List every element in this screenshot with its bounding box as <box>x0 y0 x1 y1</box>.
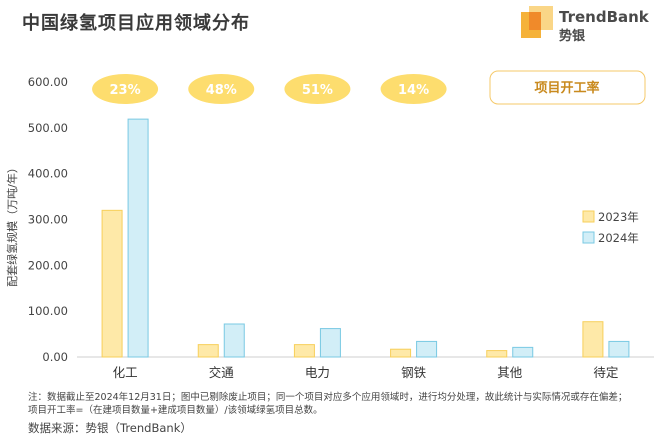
trendbank-logo-icon <box>521 6 553 38</box>
rate-legend-label: 项目开工率 <box>534 80 599 96</box>
rate-label: 48% <box>206 83 237 98</box>
footnote-line-1: 注：数据截止至2024年12月31日；图中已剔除废止项目；同一个项目对应多个应用… <box>28 392 628 403</box>
x-tick-label: 化工 <box>113 365 138 380</box>
chart-title: 中国绿氢项目应用领域分布 <box>22 13 250 34</box>
y-tick-label: 0.00 <box>42 350 68 364</box>
x-tick-label: 交通 <box>209 365 235 380</box>
bar-2024年-待定 <box>608 340 630 358</box>
bar-2023年-化工 <box>101 209 123 358</box>
brand-logo: TrendBank 势银 <box>521 6 657 44</box>
bar-2023年-待定 <box>582 321 604 358</box>
rate-bubble <box>188 74 255 104</box>
y-tick-label: 200.00 <box>28 258 68 272</box>
x-tick-label: 电力 <box>305 365 330 380</box>
x-tick-label: 其他 <box>497 365 523 380</box>
logo-brand-text: TrendBank <box>559 8 649 26</box>
bar-2023年-交通 <box>197 344 219 358</box>
logo-brand-cn-text: 势银 <box>559 29 586 44</box>
data-source: 数据来源：势银（TrendBank） <box>28 421 192 435</box>
rate-bubble <box>92 74 159 104</box>
rate-label: 14% <box>398 83 429 98</box>
y-tick-label: 500.00 <box>28 121 68 135</box>
legend-label: 2024年 <box>598 231 639 245</box>
x-tick-label: 钢铁 <box>401 365 427 380</box>
rate-label: 51% <box>302 83 333 98</box>
bar-2024年-钢铁 <box>416 340 438 358</box>
bar-2023年-电力 <box>293 344 315 358</box>
y-tick-label: 600.00 <box>28 75 68 89</box>
bar-2024年-交通 <box>223 323 245 358</box>
legend-label: 2023年 <box>598 210 639 224</box>
bar-2024年-电力 <box>319 328 341 358</box>
bar-2024年-化工 <box>127 118 149 358</box>
y-tick-label: 300.00 <box>28 213 68 227</box>
bar-2024年-其他 <box>512 346 534 358</box>
y-tick-label: 100.00 <box>28 304 68 318</box>
footnote-line-2: 项目开工率=（在建项目数量+建成项目数量）/该领域绿氢项目总数。 <box>28 405 323 416</box>
rate-bubble <box>284 74 351 104</box>
rate-label: 23% <box>110 83 141 98</box>
x-tick-label: 待定 <box>593 365 618 380</box>
y-tick-label: 400.00 <box>28 167 68 181</box>
bar-2023年-钢铁 <box>390 348 412 358</box>
legend-swatch-2024年 <box>582 231 595 244</box>
bar-2023年-其他 <box>486 350 508 358</box>
rate-legend-box <box>489 70 646 105</box>
rate-bubble <box>380 74 447 104</box>
legend-swatch-2023年 <box>582 210 595 223</box>
y-axis-label: 配套绿氢规模（万吨/年） <box>5 162 19 287</box>
